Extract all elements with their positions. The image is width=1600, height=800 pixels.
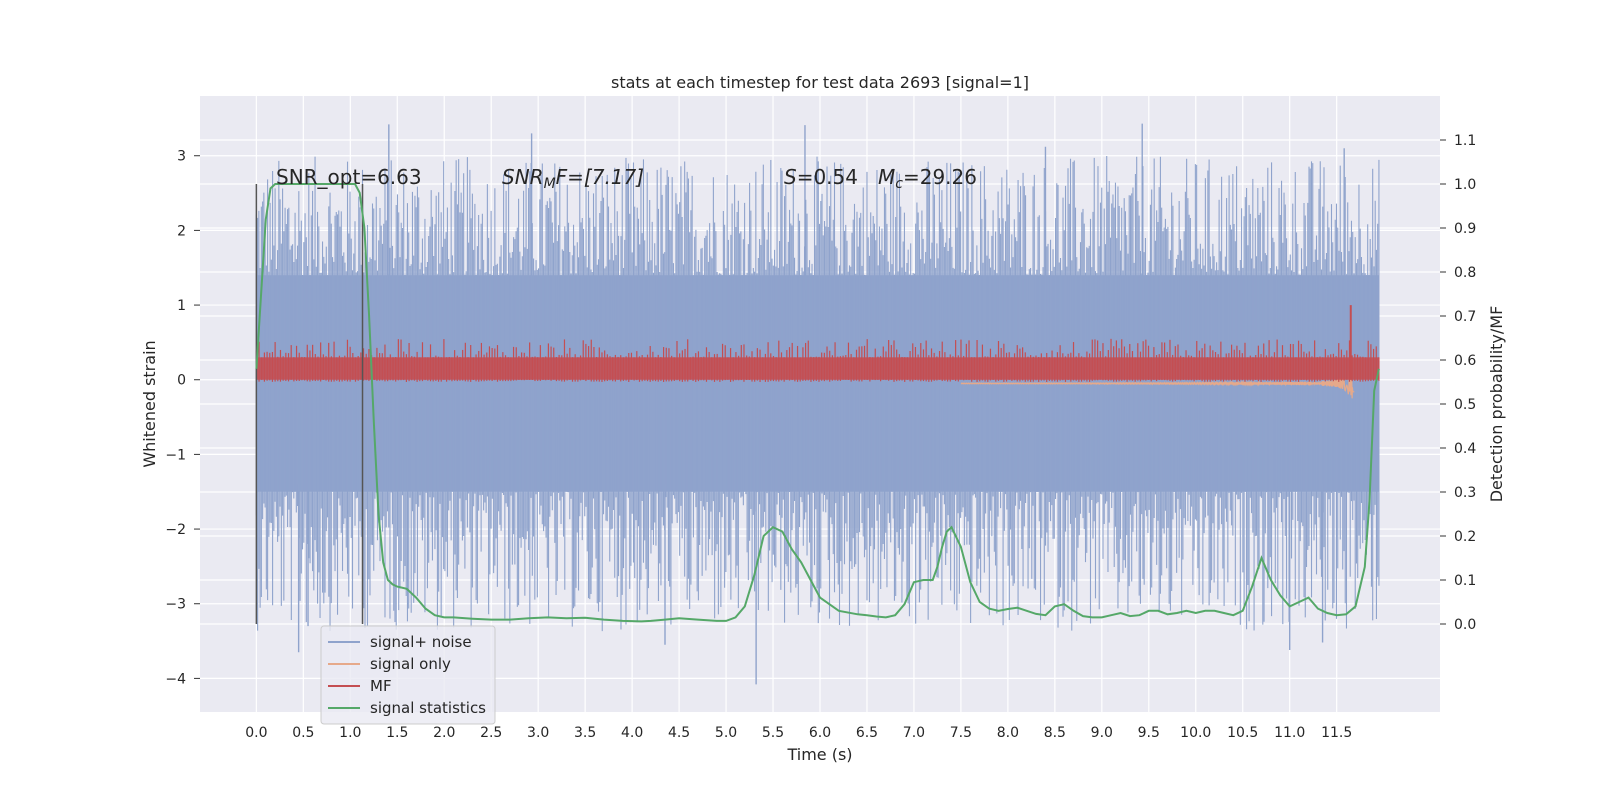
y-right-tick-label: 0.6 bbox=[1454, 353, 1476, 369]
x-tick-label: 7.0 bbox=[903, 725, 925, 741]
series-mf bbox=[255, 305, 1380, 382]
x-tick-label: 7.5 bbox=[950, 725, 972, 741]
legend-label: signal+ noise bbox=[370, 633, 472, 651]
y-right-tick-label: 0.5 bbox=[1454, 397, 1476, 413]
y-right-tick-label: 0.7 bbox=[1454, 309, 1476, 325]
y-right-tick-label: 0.9 bbox=[1454, 221, 1476, 237]
y-axis-label-left: Whitened strain bbox=[140, 340, 159, 467]
y-left-tick-label: −1 bbox=[165, 447, 186, 463]
x-tick-label: 2.5 bbox=[480, 725, 502, 741]
series-signal-only bbox=[960, 369, 1355, 399]
y-right-tick-label: 0.2 bbox=[1454, 529, 1476, 545]
y-left-tick-label: −2 bbox=[165, 522, 186, 538]
y-left-tick-label: 2 bbox=[177, 223, 186, 239]
y-right-tick-label: 0.0 bbox=[1454, 617, 1476, 633]
x-tick-label: 11.5 bbox=[1321, 725, 1352, 741]
x-tick-label: 10.0 bbox=[1180, 725, 1211, 741]
y-right-tick-label: 0.1 bbox=[1454, 573, 1476, 589]
annotation-snr-mf-rest: F=[7.17] bbox=[556, 165, 644, 189]
legend-label: signal only bbox=[370, 655, 451, 673]
x-tick-label: 3.0 bbox=[527, 725, 549, 741]
y-right-tick-label: 0.8 bbox=[1454, 265, 1476, 281]
x-axis-label: Time (s) bbox=[786, 745, 852, 764]
x-tick-label: 2.0 bbox=[433, 725, 455, 741]
x-tick-label: 1.0 bbox=[339, 725, 361, 741]
y-right-tick-labels: 1.1 1.0 0.9 0.8 0.7 0.6 0.5 0.4 0.3 0.2 0.1 0.0 bbox=[1440, 133, 1476, 633]
y-right-tick-label: 0.4 bbox=[1454, 441, 1476, 457]
signal-only-line bbox=[960, 369, 1355, 399]
x-tick-label: 6.5 bbox=[856, 725, 878, 741]
x-tick-label: 9.5 bbox=[1138, 725, 1160, 741]
mf-band-core bbox=[256, 357, 1379, 380]
x-tick-label: 5.0 bbox=[715, 725, 737, 741]
x-tick-label: 4.0 bbox=[621, 725, 643, 741]
x-tick-label: 0.0 bbox=[245, 725, 267, 741]
annotation-snr-opt: SNR_opt=6.63 bbox=[276, 165, 422, 189]
y-left-tick-label: −4 bbox=[165, 671, 186, 687]
x-tick-label: 0.5 bbox=[292, 725, 314, 741]
annotation-mc-var: M bbox=[878, 165, 895, 189]
x-tick-label: 8.0 bbox=[997, 725, 1019, 741]
series-signal-noise bbox=[255, 123, 1380, 685]
y-left-tick-label: 3 bbox=[177, 149, 186, 165]
annotation-mc: Mc=29.26 bbox=[878, 165, 977, 192]
window-markers bbox=[255, 184, 364, 624]
y-left-tick-label: 1 bbox=[177, 298, 186, 314]
annotation-snr-mf-sub: M bbox=[544, 176, 556, 192]
x-tick-label: 1.5 bbox=[386, 725, 408, 741]
y-left-tick-label: 0 bbox=[177, 373, 186, 389]
annotation-mc-sub: c bbox=[895, 176, 903, 192]
annotation-s: S=0.54 bbox=[784, 165, 858, 189]
y-left-tick-labels: 3 2 1 0 −1 −2 −3 −4 bbox=[165, 149, 200, 687]
y-right-tick-label: 1.1 bbox=[1454, 133, 1476, 149]
x-tick-labels: 0.0 0.5 1.0 1.5 2.0 2.5 3.0 3.5 4.0 4.5 5.0 5.5 6.0 6… bbox=[245, 725, 1352, 741]
annotation-mc-value: =29.26 bbox=[903, 165, 977, 189]
x-tick-label: 4.5 bbox=[668, 725, 690, 741]
x-tick-label: 10.5 bbox=[1227, 725, 1258, 741]
annotation-snr-mf-var: SNR bbox=[502, 165, 544, 189]
legend-label: MF bbox=[370, 677, 392, 695]
x-tick-label: 6.0 bbox=[809, 725, 831, 741]
y-right-tick-label: 1.0 bbox=[1454, 177, 1476, 193]
annotation-s-var: S bbox=[784, 165, 797, 189]
signal-statistics-line bbox=[255, 183, 1380, 623]
x-tick-label: 9.0 bbox=[1091, 725, 1113, 741]
x-tick-label: 11.0 bbox=[1274, 725, 1305, 741]
annotation-snr-mf: SNRMF=[7.17] bbox=[502, 165, 644, 192]
x-tick-label: 8.5 bbox=[1044, 725, 1066, 741]
x-tick-label: 3.5 bbox=[574, 725, 596, 741]
y-left-tick-label: −3 bbox=[165, 597, 186, 613]
y-right-tick-label: 0.3 bbox=[1454, 485, 1476, 501]
series-signal-statistics bbox=[255, 183, 1380, 623]
annotation-s-value: =0.54 bbox=[797, 165, 858, 189]
y-axis-label-right: Detection probability/MF bbox=[1487, 306, 1506, 503]
legend-label: signal statistics bbox=[370, 699, 486, 717]
x-tick-label: 5.5 bbox=[762, 725, 784, 741]
chart-title: stats at each timestep for test data 269… bbox=[611, 73, 1029, 92]
legend: signal+ noise signal only MF signal statist… bbox=[320, 625, 496, 725]
